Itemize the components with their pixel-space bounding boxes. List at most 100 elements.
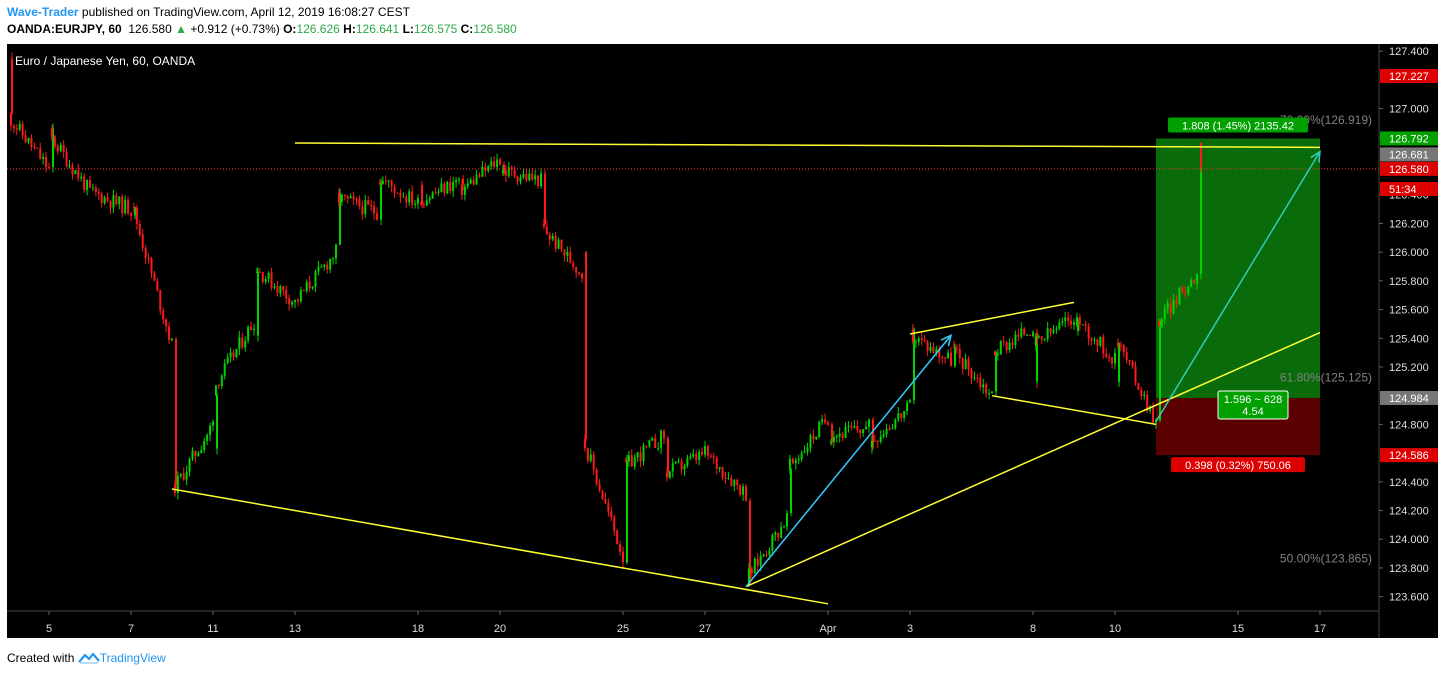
candle-body (578, 272, 581, 274)
candle-body (964, 359, 967, 369)
candle-body (762, 554, 765, 556)
candle-body (217, 385, 220, 387)
candle-body (636, 452, 639, 458)
x-tick-label: 3 (907, 623, 913, 635)
candle-body (253, 328, 255, 331)
candle-body (894, 419, 897, 428)
candle-body (484, 166, 487, 171)
candle-body (698, 451, 701, 460)
candle-body (865, 426, 868, 430)
candle-body (1187, 286, 1190, 294)
candle-body (1146, 394, 1149, 411)
arrow-line[interactable] (745, 334, 952, 588)
candle-body (598, 483, 601, 491)
candle-body (1190, 280, 1193, 287)
candle-body (302, 290, 305, 292)
candle-body (1058, 322, 1061, 329)
candle-body (850, 425, 853, 428)
candle-body (967, 359, 970, 370)
low-value: 126.575 (413, 22, 458, 36)
candle-body (657, 447, 660, 449)
candle-body (560, 239, 563, 250)
candle-body (920, 338, 923, 341)
candle-body (677, 460, 680, 462)
candle-body (499, 159, 501, 165)
candle-body (1134, 366, 1137, 384)
close-value: 126.580 (473, 22, 517, 36)
candle-body (238, 337, 241, 349)
candle-body (36, 147, 39, 149)
candle-body (1075, 317, 1078, 325)
candle-body (59, 144, 62, 152)
position-ratio-label: 4.54 (1242, 406, 1263, 418)
arrow-head-icon (940, 334, 953, 347)
candle-body (273, 286, 276, 288)
candle-body (872, 419, 874, 448)
candle-body (65, 152, 68, 167)
candle-body (1184, 291, 1187, 294)
candle-body (326, 264, 329, 270)
ohlc-line: OANDA:EURJPY, 60 126.580 ▲ +0.912 (+0.73… (7, 22, 517, 36)
candle-body (1108, 356, 1111, 358)
candle-body (1122, 345, 1125, 353)
candle-body (203, 440, 206, 450)
candle-body (686, 458, 689, 466)
author-link[interactable]: Wave-Trader (7, 5, 79, 19)
candle-body (421, 185, 423, 205)
position-center-bg[interactable] (1217, 390, 1289, 420)
tradingview-logo-icon (77, 652, 100, 664)
candle-body (381, 180, 384, 185)
arrow-line[interactable] (1155, 151, 1321, 422)
candle-body (1093, 339, 1096, 341)
candle-body (768, 550, 771, 555)
candle-body (346, 195, 349, 199)
candle-body (639, 452, 642, 462)
candle-body (50, 128, 53, 137)
candle-body (622, 551, 624, 563)
candle-body (232, 352, 235, 358)
candle-body (493, 161, 496, 167)
candle-body (71, 165, 74, 175)
candle-body (1014, 334, 1017, 346)
candle-body (434, 192, 437, 194)
candle-body (718, 467, 721, 469)
candle-body (516, 176, 519, 182)
candle-body (279, 286, 282, 294)
fib-level-label: 50.00%(123.865) (1280, 552, 1372, 566)
trendline[interactable] (991, 394, 1157, 426)
trendline[interactable] (909, 301, 1075, 335)
price-badge-label: 51:34 (1389, 184, 1417, 196)
trendline[interactable] (171, 488, 829, 605)
last-price: 126.580 (128, 22, 172, 36)
candle-body (660, 430, 663, 448)
candle-body (396, 192, 399, 194)
trendline[interactable] (294, 142, 1321, 149)
trendline[interactable] (745, 331, 1321, 588)
candle-body (305, 282, 308, 292)
candle-body (150, 258, 153, 274)
position-center-label: 1.596 ~ 628 (1224, 394, 1282, 406)
y-tick-label: 124.000 (1389, 534, 1429, 546)
y-tick-label: 127.400 (1389, 46, 1429, 58)
candle-body (704, 446, 706, 455)
candle-body (721, 467, 724, 478)
candle-body (197, 452, 200, 457)
candle-body (667, 438, 669, 473)
tradingview-link[interactable]: TradingView (99, 651, 166, 665)
candle-body (311, 286, 314, 289)
candle-body (818, 422, 821, 437)
y-tick-label: 124.200 (1389, 506, 1429, 518)
created-with-text: Created with (7, 651, 75, 665)
candle-body (572, 263, 575, 267)
price-badge-label: 124.984 (1389, 393, 1429, 405)
candle-body (200, 449, 203, 453)
candle-body (1200, 143, 1202, 209)
candle-body (80, 176, 83, 179)
candle-body (1029, 334, 1032, 337)
candle-body (469, 179, 472, 184)
candle-body (1143, 394, 1146, 397)
candle-body (993, 351, 996, 356)
candle-body (1111, 357, 1114, 364)
candle-body (56, 146, 59, 152)
